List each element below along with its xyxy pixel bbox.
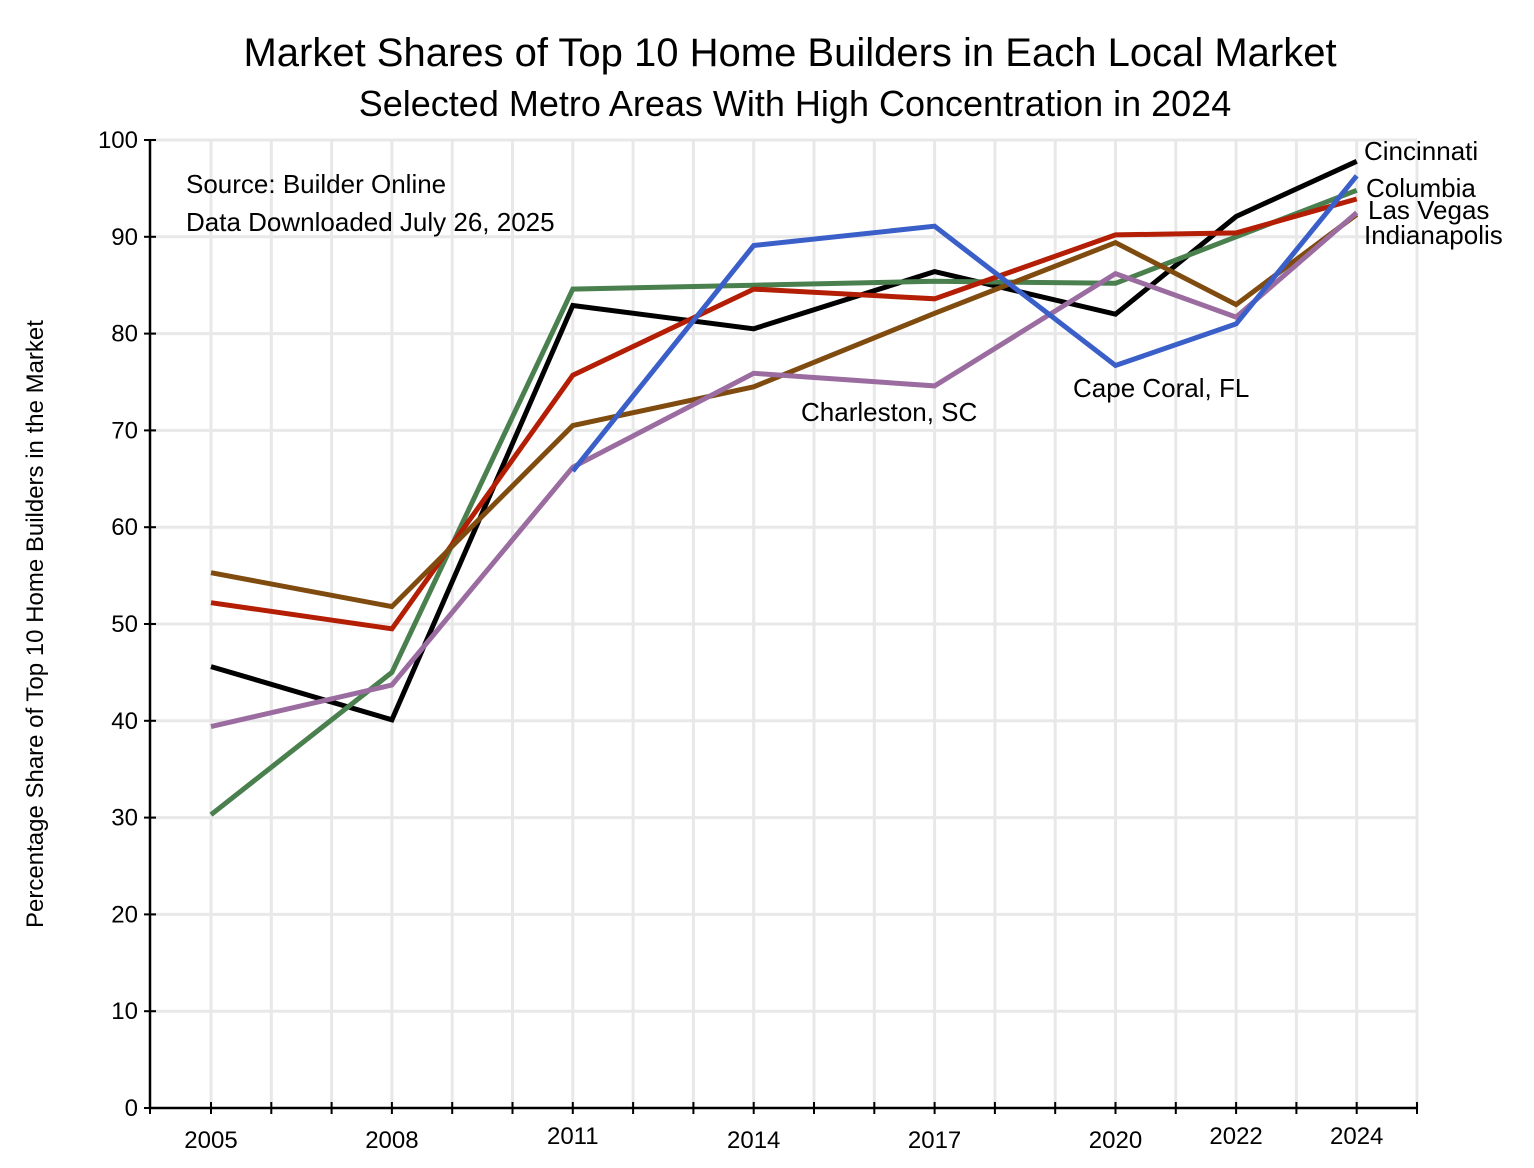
series-line-las-vegas bbox=[210, 196, 1358, 632]
chart-subtitle: Selected Metro Areas With High Concentra… bbox=[359, 83, 1231, 124]
y-tick-label: 100 bbox=[98, 127, 138, 154]
label-charleston: Charleston, SC bbox=[801, 397, 977, 427]
series-line-cincinnati bbox=[210, 159, 1358, 723]
y-tick-label: 40 bbox=[111, 708, 138, 735]
label-indianapolis: Indianapolis bbox=[1364, 220, 1503, 250]
label-cape-coral: Cape Coral, FL bbox=[1073, 373, 1249, 403]
label-cincinnati: Cincinnati bbox=[1364, 136, 1478, 166]
series-lines bbox=[209, 159, 1359, 817]
y-tick-label: 20 bbox=[111, 901, 138, 928]
series-line-charleston-sc bbox=[210, 210, 1359, 730]
y-tick-label: 0 bbox=[125, 1095, 138, 1122]
x-tick-label: 2005 bbox=[184, 1127, 237, 1154]
y-axis-label: Percentage Share of Top 10 Home Builders… bbox=[22, 320, 49, 928]
y-tick-label: 30 bbox=[111, 805, 138, 832]
label-las-vegas: Las Vegas bbox=[1368, 195, 1489, 225]
y-tick-label: 80 bbox=[111, 321, 138, 348]
series-line-columbia bbox=[209, 187, 1358, 817]
x-tick-label: 2020 bbox=[1089, 1127, 1142, 1154]
y-tick-label: 90 bbox=[111, 224, 138, 251]
x-tick-label: 2022 bbox=[1209, 1123, 1262, 1150]
series-line-indianapolis bbox=[210, 212, 1359, 610]
y-tick-label: 70 bbox=[111, 417, 138, 444]
series-line-cape-coral-fl bbox=[570, 174, 1359, 473]
y-tick-label: 60 bbox=[111, 514, 138, 541]
y-tick-label: 10 bbox=[111, 998, 138, 1025]
x-tick-label: 2011 bbox=[547, 1123, 599, 1150]
x-tick-label: 2008 bbox=[365, 1127, 418, 1154]
axes: 0 10 20 30 40 50 60 70 80 90 100 2005 2008 2011 2014 20… bbox=[98, 127, 1418, 1154]
download-date-annotation: Data Downloaded July 26, 2025 bbox=[186, 207, 555, 237]
chart-title: Market Shares of Top 10 Home Builders in… bbox=[243, 31, 1336, 75]
label-columbia: Columbia bbox=[1366, 173, 1476, 203]
source-annotation: Source: Builder Online bbox=[186, 169, 446, 199]
x-tick-label: 2017 bbox=[908, 1127, 961, 1154]
x-tick-label: 2024 bbox=[1330, 1123, 1383, 1150]
x-tick-label: 2014 bbox=[727, 1127, 780, 1154]
y-tick-label: 50 bbox=[111, 611, 138, 638]
